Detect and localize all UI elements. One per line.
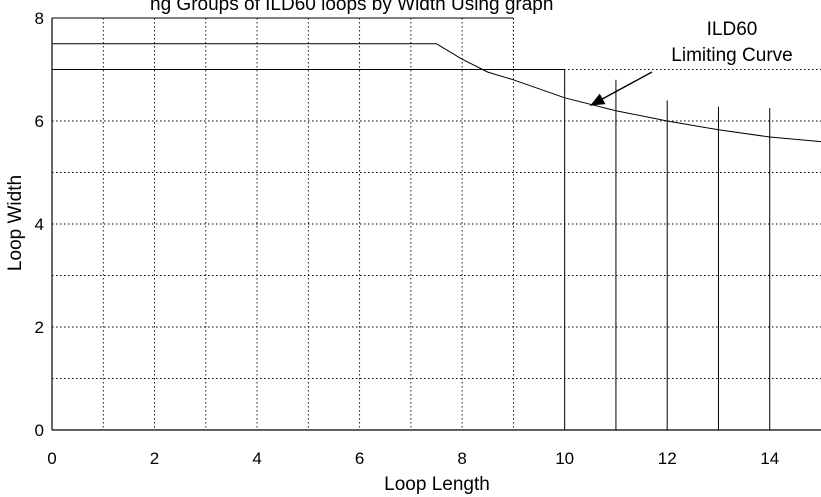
series-layer [436, 43, 821, 143]
x-axis-label: Loop Length [384, 474, 490, 495]
x-tick-label: 12 [658, 449, 677, 468]
y-tick-label: 6 [35, 112, 44, 131]
y-tick-label: 4 [35, 215, 44, 234]
x-tick-label: 8 [457, 449, 466, 468]
y-tick-label: 8 [35, 9, 44, 28]
y-tick-label: 2 [35, 318, 44, 337]
limiting-curve [436, 43, 821, 143]
x-tick-label: 2 [150, 449, 159, 468]
x-tick-label: 6 [355, 449, 364, 468]
annotation-line-2: Limiting Curve [671, 45, 792, 66]
y-axis-label: Loop Width [5, 175, 26, 271]
tick-layer: 0 2 4 6 8 10 12 14 0 2 4 6 8 [35, 9, 780, 468]
grid-layer [52, 18, 821, 430]
x-tick-label: 10 [555, 449, 574, 468]
x-tick-label: 4 [252, 449, 261, 468]
y-tick-label: 0 [35, 421, 44, 440]
x-tick-label: 0 [47, 449, 56, 468]
annotation-arrow [589, 71, 653, 107]
x-tick-label: 14 [760, 449, 779, 468]
structure-layer [52, 17, 771, 430]
axes-layer [51, 18, 821, 431]
chart-title: ng Groups of ILD60 loops by Width Using … [150, 0, 553, 15]
annotation-line-1: ILD60 [707, 19, 758, 40]
annotation-arrow-head [590, 93, 606, 106]
